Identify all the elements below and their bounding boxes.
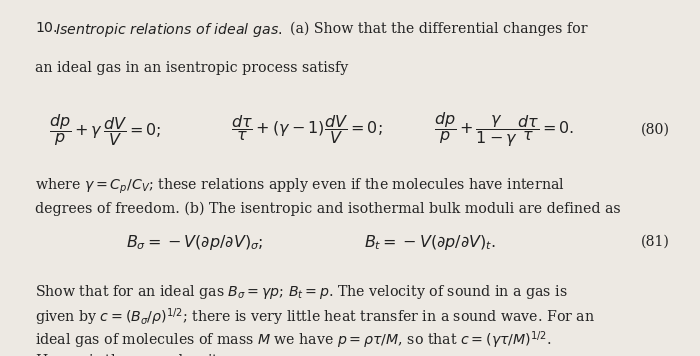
Text: ideal gas of molecules of mass $M$ we have $p = \rho\tau/M$, so that $c = (\gamm: ideal gas of molecules of mass $M$ we ha…: [35, 329, 552, 351]
Text: $\mathit{10.}$: $\mathit{10.}$: [35, 21, 58, 35]
Text: where $\gamma = C_p/C_V$; these relations apply even if the molecules have inter: where $\gamma = C_p/C_V$; these relation…: [35, 176, 565, 195]
Text: $\dfrac{d\tau}{\tau} + (\gamma - 1)\dfrac{dV}{V} = 0;$: $\dfrac{d\tau}{\tau} + (\gamma - 1)\dfra…: [231, 114, 383, 146]
Text: $\dfrac{dp}{p} + \dfrac{\gamma}{1-\gamma}\dfrac{d\tau}{\tau} = 0.$: $\dfrac{dp}{p} + \dfrac{\gamma}{1-\gamma…: [434, 110, 574, 150]
Text: $B_t = -V(\partial p/\partial V)_t.$: $B_t = -V(\partial p/\partial V)_t.$: [364, 232, 496, 252]
Text: an ideal gas in an isentropic process satisfy: an ideal gas in an isentropic process sa…: [35, 61, 349, 74]
Text: $\mathit{Isentropic\ relations\ of\ ideal\ gas.}$: $\mathit{Isentropic\ relations\ of\ idea…: [55, 21, 282, 40]
Text: $B_\sigma = -V(\partial p/\partial V)_\sigma;$: $B_\sigma = -V(\partial p/\partial V)_\s…: [126, 232, 263, 252]
Text: Show that for an ideal gas $B_\sigma = \gamma p$; $B_t = p$. The velocity of sou: Show that for an ideal gas $B_\sigma = \…: [35, 283, 568, 301]
Text: degrees of freedom. (b) The isentropic and isothermal bulk moduli are defined as: degrees of freedom. (b) The isentropic a…: [35, 201, 621, 215]
Text: given by $c = (B_\sigma/\rho)^{1/2}$; there is very little heat transfer in a so: given by $c = (B_\sigma/\rho)^{1/2}$; th…: [35, 306, 595, 328]
Text: (81): (81): [640, 235, 669, 249]
Text: Here $\rho$ is the mass density.: Here $\rho$ is the mass density.: [35, 352, 230, 356]
Text: (a) Show that the differential changes for: (a) Show that the differential changes f…: [290, 21, 588, 36]
Text: $\dfrac{dp}{p} + \gamma\,\dfrac{dV}{V} = 0;$: $\dfrac{dp}{p} + \gamma\,\dfrac{dV}{V} =…: [49, 112, 162, 148]
Text: (80): (80): [640, 123, 669, 137]
